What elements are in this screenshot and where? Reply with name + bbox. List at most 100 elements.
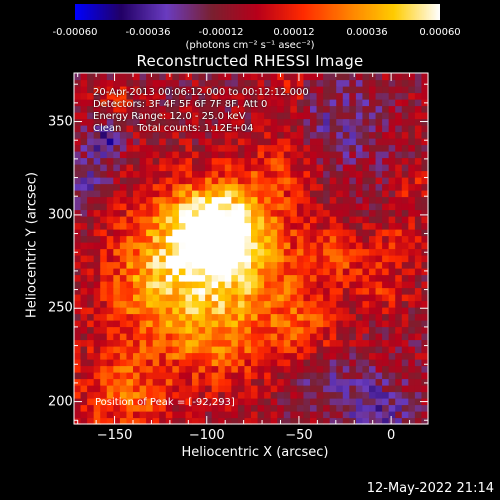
heatmap-cell	[277, 339, 285, 347]
heatmap-cell	[283, 417, 291, 425]
heatmap-cell	[329, 242, 337, 250]
heatmap-cell	[369, 411, 377, 419]
heatmap-cell	[224, 105, 232, 113]
heatmap-cell	[224, 125, 232, 133]
heatmap-cell	[355, 352, 364, 360]
heatmap-cell	[133, 177, 141, 185]
heatmap-cell	[362, 222, 370, 230]
heatmap-cell	[152, 216, 160, 224]
heatmap-cell	[251, 99, 259, 107]
heatmap-cell	[106, 229, 114, 237]
heatmap-cell	[290, 242, 298, 250]
heatmap-cell	[172, 209, 180, 217]
heatmap-cell	[264, 398, 272, 406]
heatmap-cell	[146, 391, 154, 399]
heatmap-cell	[401, 404, 409, 412]
heatmap-cell	[277, 235, 285, 243]
heatmap-cell	[283, 235, 291, 243]
heatmap-cell	[198, 261, 206, 269]
heatmap-cell	[218, 300, 226, 308]
heatmap-cell	[303, 320, 311, 328]
heatmap-cell	[310, 196, 318, 204]
colorbar-tick-label: -0.00036	[125, 27, 171, 38]
heatmap-cell	[375, 164, 383, 172]
heatmap-cell	[133, 339, 141, 347]
heatmap-cell	[270, 151, 278, 159]
heatmap-cell	[296, 281, 305, 289]
heatmap-cell	[87, 300, 95, 308]
heatmap-cell	[172, 268, 180, 276]
heatmap-cell	[185, 99, 193, 107]
heatmap-cell	[100, 248, 108, 256]
heatmap-cell	[355, 235, 364, 243]
heatmap-cell	[421, 144, 429, 152]
heatmap-cell	[198, 300, 206, 308]
heatmap-cell	[264, 281, 272, 289]
heatmap-cell	[316, 183, 324, 191]
heatmap-cell	[414, 281, 423, 289]
heatmap-cell	[283, 404, 291, 412]
heatmap-cell	[369, 365, 377, 373]
heatmap-cell	[421, 242, 429, 250]
heatmap-cell	[251, 138, 259, 146]
heatmap-cell	[388, 190, 396, 198]
heatmap-cell	[310, 112, 318, 120]
heatmap-cell	[257, 339, 265, 347]
heatmap-cell	[408, 144, 416, 152]
heatmap-cell	[165, 131, 173, 139]
heatmap-cell	[231, 209, 239, 217]
heatmap-cell	[100, 398, 108, 406]
heatmap-cell	[277, 92, 285, 100]
heatmap-cell	[74, 144, 82, 152]
heatmap-cell	[244, 255, 252, 263]
heatmap-cell	[270, 170, 278, 178]
heatmap-cell	[139, 183, 147, 191]
heatmap-cell	[211, 144, 219, 152]
heatmap-cell	[336, 99, 344, 107]
heatmap-cell	[329, 92, 337, 100]
heatmap-cell	[382, 216, 390, 224]
heatmap-cell	[290, 255, 298, 263]
heatmap-cell	[414, 170, 423, 178]
heatmap-cell	[113, 209, 121, 217]
heatmap-cell	[237, 112, 246, 120]
heatmap-cell	[93, 417, 101, 425]
heatmap-cell	[336, 385, 344, 393]
heatmap-cell	[283, 144, 291, 152]
heatmap-cell	[296, 164, 305, 172]
heatmap-cell	[349, 177, 357, 185]
heatmap-cell	[369, 196, 377, 204]
heatmap-cell	[218, 346, 226, 354]
heatmap-cell	[355, 157, 364, 165]
heatmap-cell	[139, 313, 147, 321]
heatmap-cell	[93, 294, 101, 302]
heatmap-cell	[382, 157, 390, 165]
heatmap-cell	[251, 313, 259, 321]
heatmap-cell	[349, 79, 357, 87]
heatmap-cell	[257, 151, 265, 159]
heatmap-cell	[303, 313, 311, 321]
heatmap-cell	[178, 73, 187, 81]
heatmap-cell	[375, 177, 383, 185]
heatmap-cell	[395, 274, 403, 282]
heatmap-cell	[152, 378, 160, 386]
heatmap-cell	[257, 203, 265, 211]
heatmap-cell	[382, 138, 390, 146]
heatmap-cell	[277, 125, 285, 133]
heatmap-cell	[369, 112, 377, 120]
heatmap-cell	[93, 164, 101, 172]
heatmap-cell	[349, 300, 357, 308]
heatmap-cell	[349, 320, 357, 328]
heatmap-cell	[244, 417, 252, 425]
heatmap-cell	[369, 105, 377, 113]
heatmap-cell	[152, 307, 160, 315]
heatmap-cell	[133, 216, 141, 224]
heatmap-cell	[303, 79, 311, 87]
heatmap-cell	[369, 86, 377, 94]
heatmap-cell	[414, 255, 423, 263]
time-range-annotation: 20-Apr-2013 00:06:12.000 to 00:12:12.000	[93, 87, 309, 98]
heatmap-cell	[185, 372, 193, 380]
heatmap-cell	[159, 131, 167, 139]
heatmap-cell	[329, 105, 337, 113]
heatmap-cell	[165, 183, 173, 191]
